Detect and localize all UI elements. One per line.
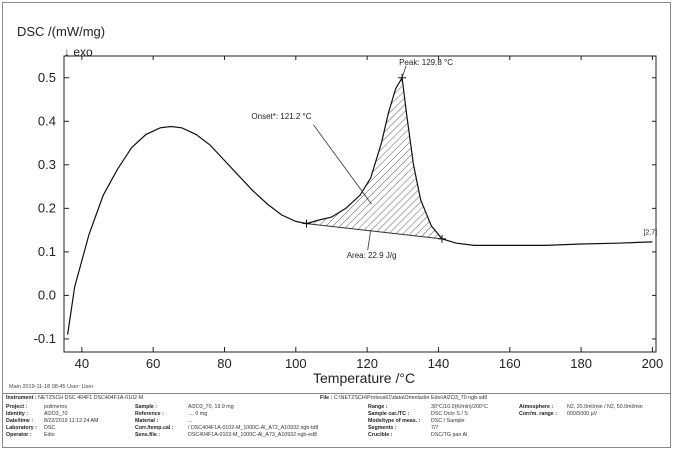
info2-row: Sample : Al2O3_70, 19.9 mg: [135, 404, 318, 411]
instrument-label: Instrument :: [6, 395, 37, 401]
x-tick-label: 160: [499, 356, 521, 371]
info3-key: Sample car./TC :: [368, 411, 410, 418]
info-column-3: Range :30°C/10.0(K/min)/200°C Sample car.…: [368, 404, 488, 439]
info2-value: ..., 0 mg: [188, 411, 208, 418]
x-tick-label: 200: [642, 356, 664, 371]
y-tick-label: 0.5: [38, 70, 56, 85]
down-arrow-icon: ↓: [64, 45, 70, 59]
info-column-1: Project : polimeros Identity : Al2O3_70 Date…: [6, 404, 98, 439]
instrument-row: Instrument : NETZSCH DSC 404F1 DSC404F1A…: [6, 395, 143, 402]
info3-row: Sample car./TC : DSC Octo S / S: [368, 411, 488, 418]
y-tick-label: 0.0: [38, 287, 56, 302]
exo-label: exo: [73, 45, 93, 59]
x-tick-label: 180: [570, 356, 592, 371]
file-value: C:\NETZSCH\Proteus61\data\Orientador Edi…: [333, 395, 488, 401]
x-tick-label: 60: [146, 356, 160, 371]
peak-label: Peak: 129.8 °C: [399, 58, 453, 67]
info1-value: Edio: [44, 432, 55, 439]
x-tick-label: 120: [356, 356, 378, 371]
info2-key: Reference :: [135, 411, 164, 418]
info2-value: ...: [188, 418, 193, 425]
onset-label: Onset*: 121.2 °C: [251, 112, 311, 121]
info3-row: Range : 30°C/10.0(K/min)/200°C: [368, 404, 488, 411]
x-axis-label: Temperature /°C: [313, 370, 416, 386]
y-axis-label: DSC /(mW/mg): [17, 24, 106, 39]
info4-value: N2, 20.0ml/min / N2, 50.0ml/min: [567, 404, 643, 410]
info1-row: Identity : Al2O3_70: [6, 411, 98, 418]
info1-value: DSC: [44, 425, 56, 432]
peak-area-hatch: [306, 77, 443, 239]
info3-key: Range :: [368, 404, 388, 410]
info1-key: Date/time :: [6, 418, 34, 425]
info2-key: Material :: [135, 418, 159, 425]
info4-key: Atmosphere :: [519, 404, 554, 410]
info3-key: Mode/type of meas. :: [368, 418, 421, 425]
info4-value: 000/5000 µV: [567, 411, 598, 418]
info2-row: Material :...: [135, 418, 318, 425]
info1-key: Operator :: [6, 432, 32, 439]
y-tick-label: 0.4: [38, 113, 56, 128]
info3-row: Segments : 7/7: [368, 425, 488, 432]
info4-key: Corr/m. range :: [519, 411, 557, 418]
info2-value: Al2O3_70, 19.9 mg: [188, 404, 234, 410]
info4-row: Atmosphere : N2, 20.0ml/min / N2, 50.0ml/…: [519, 404, 643, 411]
curve-tag: [2.7]: [644, 229, 658, 236]
info1-row: Project : polimeros: [6, 404, 98, 411]
y-tick-label: 0.3: [38, 157, 56, 172]
info1-key: Identity :: [6, 411, 29, 418]
info-column-2: Sample : Al2O3_70, 19.9 mg Reference :...,…: [135, 404, 318, 439]
info2-key: Corr./temp.cal :: [135, 425, 174, 432]
info1-key: Project :: [6, 404, 28, 410]
file-label: File :: [320, 395, 333, 401]
info3-value: DSC/TG pan Al: [431, 432, 468, 439]
info1-value: polimeros: [44, 404, 67, 410]
dsc-curve-line: [67, 75, 653, 335]
area-leader-line: [367, 230, 372, 251]
info2-row: Reference : ..., 0 mg: [135, 411, 318, 418]
exo-indicator: ↓ exo: [64, 45, 93, 59]
info1-row: Laboratory : DSC: [6, 425, 98, 432]
instrument-value: NETZSCH DSC 404F1 DSC404F1A-0102-M: [38, 395, 144, 401]
info-column-4: Atmosphere : N2, 20.0ml/min / N2, 50.0ml/…: [519, 404, 643, 418]
info2-row: Corr./temp.cal : / DSC404F1A-0102-M_1000C…: [135, 425, 318, 432]
info1-key: Laboratory :: [6, 425, 37, 432]
x-tick-label: 140: [428, 356, 450, 371]
info1-row: Operator : Edio: [6, 432, 98, 439]
info1-row: Date/time : 8/22/2019 11:12:24 AM: [6, 418, 98, 425]
info3-value: DSC Octo S / S: [431, 411, 468, 418]
info-panel: Instrument : NETZSCH DSC 404F1 DSC404F1A…: [2, 393, 671, 448]
info3-value: 30°C/10.0(K/min)/200°C: [431, 404, 488, 410]
y-tick-label: 0.1: [38, 244, 56, 259]
x-tick-label: 40: [75, 356, 89, 371]
info2-value: / DSC404F1A-0102-M_1000C-Al_A72_A10932 n…: [188, 425, 319, 432]
info3-value: 7/7: [431, 425, 439, 432]
peak-leader-line: [401, 65, 407, 78]
file-row: File : C:\NETZSCH\Proteus61\data\Orienta…: [320, 395, 487, 402]
info2-value: DSC404F1A-0102-M_1000C-Al_A73_A10932 ngb…: [188, 432, 317, 439]
info3-row: Mode/type of meas. : DSC / Sample: [368, 418, 488, 425]
x-tick-label: 100: [285, 356, 307, 371]
y-tick-label: -0.1: [34, 331, 56, 346]
info1-value: Al2O3_70: [44, 411, 68, 418]
area-label: Area: 22.9 J/g: [347, 251, 397, 260]
info4-row: Corr/m. range : 000/5000 µV: [519, 411, 643, 418]
integration-baseline: [306, 223, 443, 240]
y-tick-label: 0.2: [38, 200, 56, 215]
plot-area-border: [63, 55, 657, 353]
info3-row: Crucible : DSC/TG pan Al: [368, 432, 488, 439]
footer-main-text: Main 2019-11-18 08:45 User: User: [9, 384, 94, 390]
info3-value: DSC / Sample: [431, 418, 465, 425]
onset-leader-line: [313, 124, 372, 205]
info2-row: Sens.file : DSC404F1A-0102-M_1000C-Al_A73…: [135, 432, 318, 439]
info3-key: Segments :: [368, 425, 397, 432]
info1-value: 8/22/2019 11:12:24 AM: [44, 418, 99, 425]
info2-key: Sens.file :: [135, 432, 161, 439]
x-tick-label: 80: [217, 356, 231, 371]
info2-key: Sample :: [135, 404, 158, 410]
info3-key: Crucible :: [368, 432, 393, 439]
